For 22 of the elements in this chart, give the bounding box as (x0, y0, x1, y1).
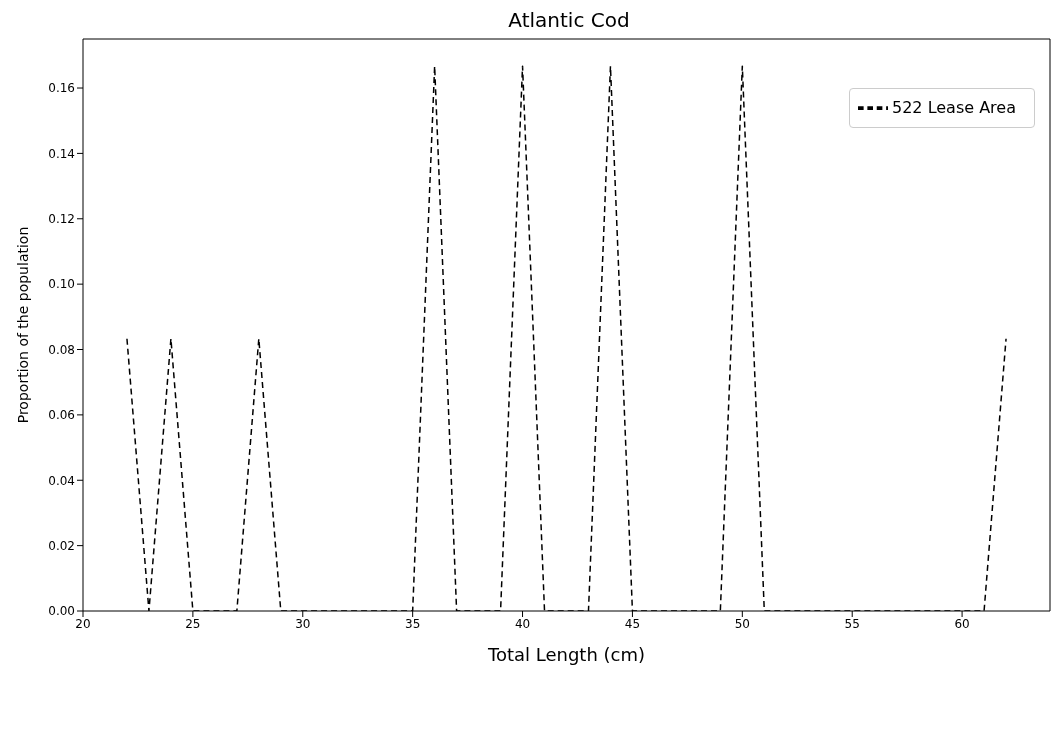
chart-title: Atlantic Cod (507, 8, 631, 34)
x-tick-label: 60 (954, 616, 970, 631)
x-tick-label: 55 (844, 616, 860, 631)
y-tick-label: 0.06 (48, 408, 75, 423)
y-tick-label: 0.04 (48, 473, 75, 488)
x-tick-label: 40 (514, 616, 531, 631)
y-tick-label: 0.10 (48, 277, 75, 292)
x-tick-label: 30 (295, 616, 311, 631)
legend-label: 522 Lease Area (892, 97, 1016, 117)
y-tick-label: 0.08 (48, 342, 75, 357)
x-tick-label: 35 (405, 616, 421, 631)
y-axis-title: Proportion of the population (14, 226, 31, 424)
x-tick-label: 45 (624, 616, 641, 631)
x-tick-label: 50 (734, 616, 750, 631)
y-tick-label: 0.14 (48, 146, 75, 161)
x-tick-label: 25 (185, 616, 201, 631)
y-tick-label: 0.16 (48, 81, 75, 96)
y-tick-label: 0.12 (48, 212, 75, 227)
y-tick-label: 0.00 (48, 604, 75, 619)
x-tick-label: 20 (75, 616, 91, 631)
x-axis-title: Total Length (cm) (486, 644, 646, 665)
y-tick-label: 0.02 (48, 538, 75, 553)
